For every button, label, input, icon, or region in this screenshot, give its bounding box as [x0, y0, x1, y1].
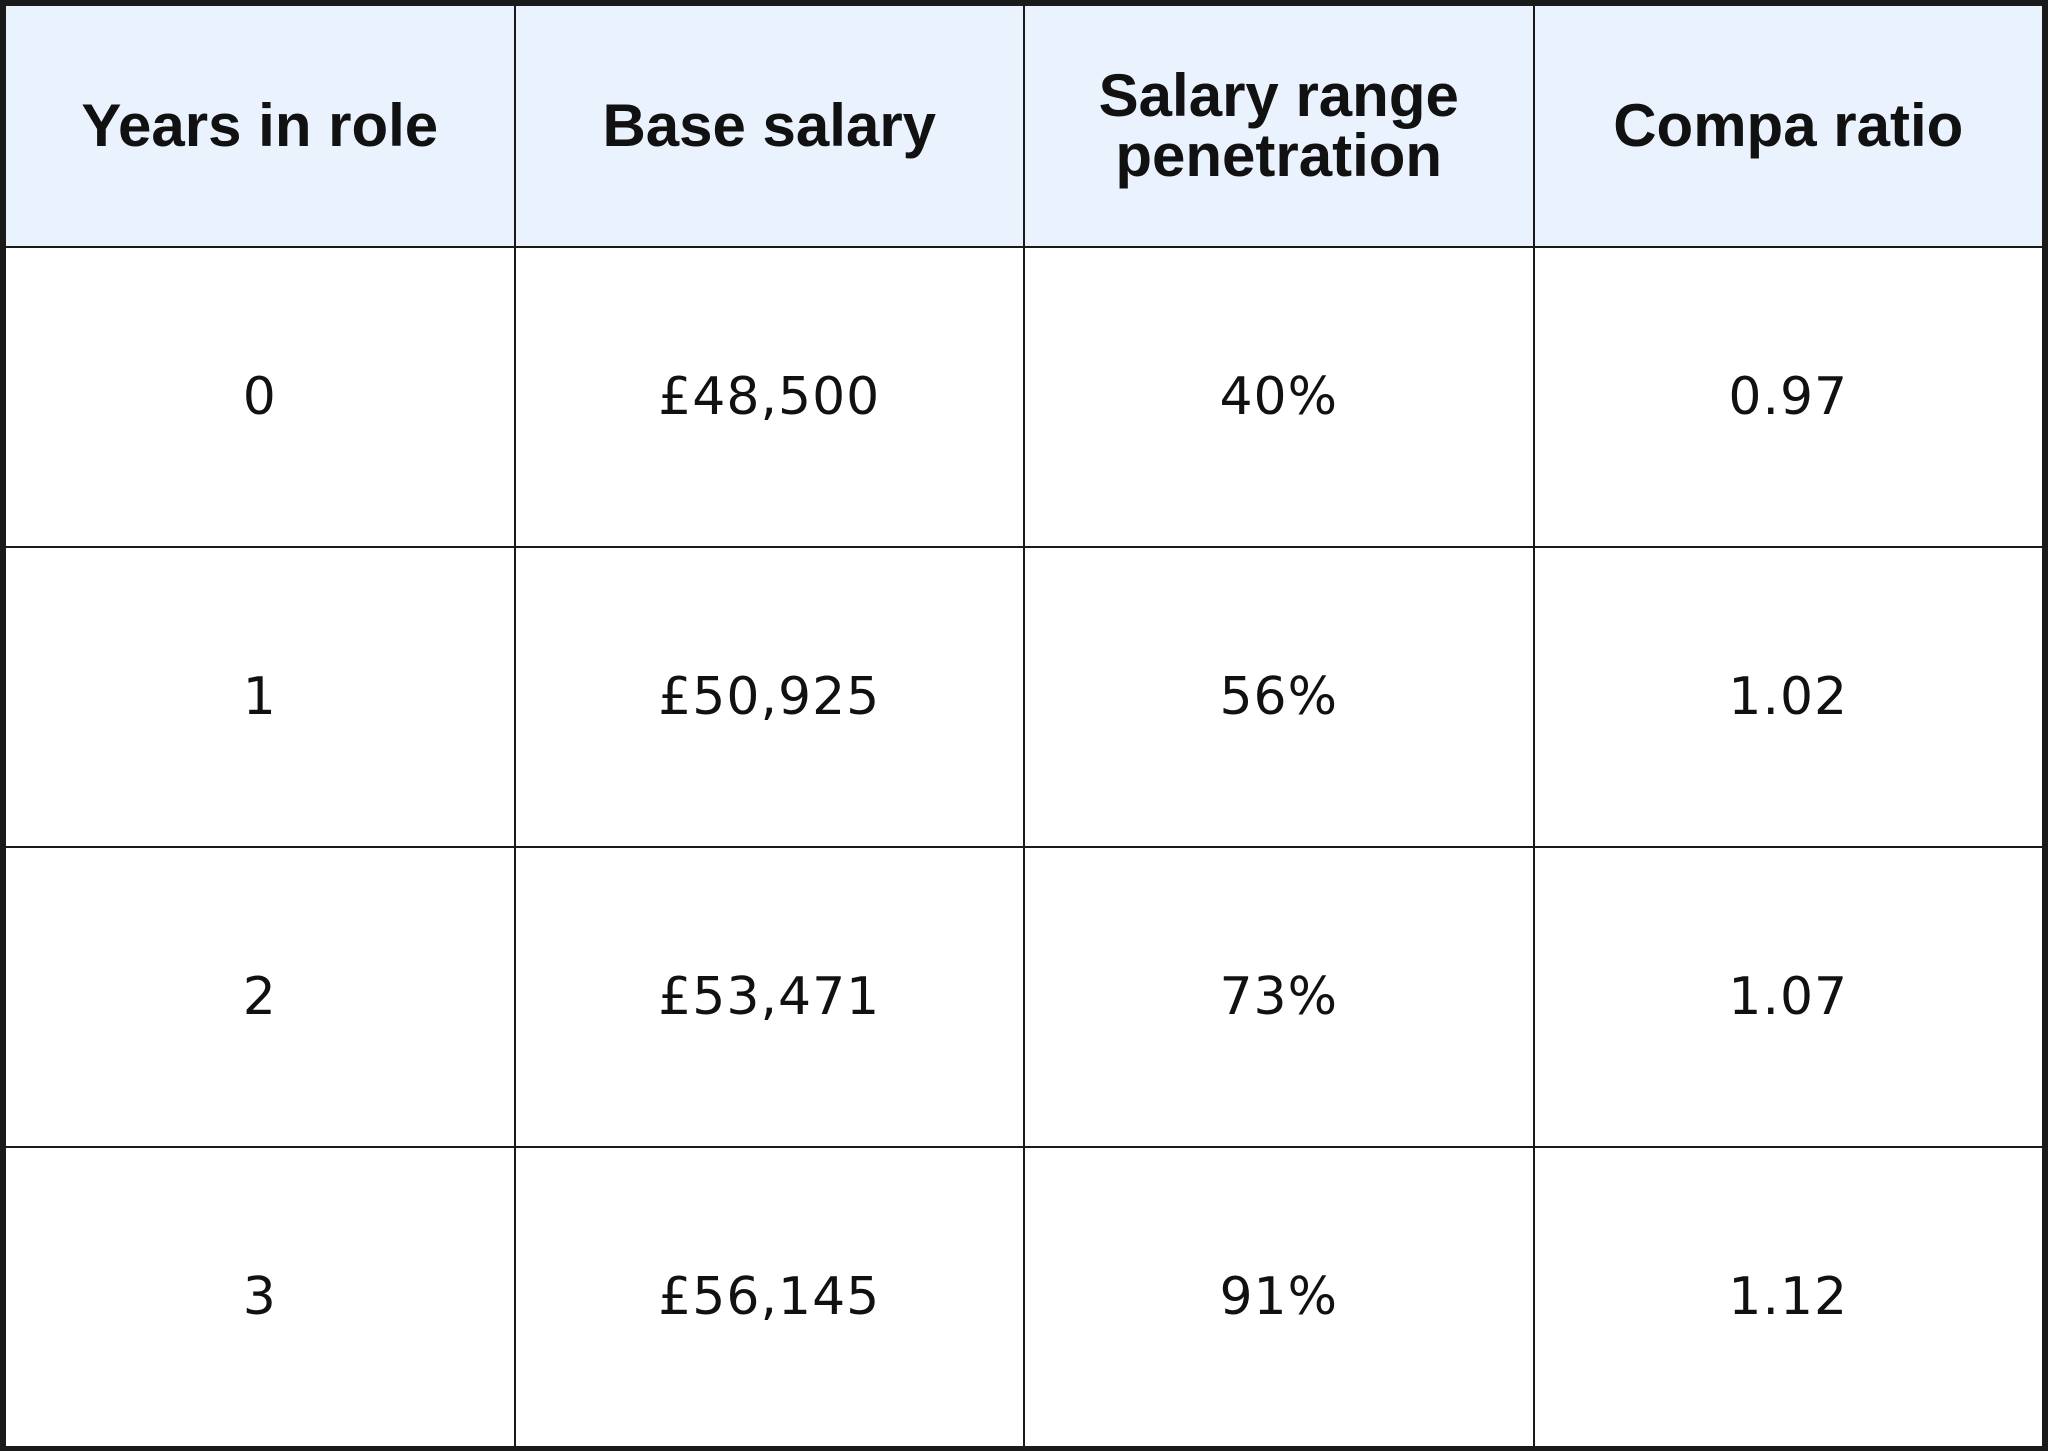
cell-years-in-role: 2 [4, 846, 516, 1148]
cell-salary-range-penetration: 73% [1023, 846, 1535, 1148]
cell-compa-ratio: 0.97 [1532, 246, 2044, 548]
cell-compa-ratio: 1.07 [1532, 846, 2044, 1148]
cell-years-in-role: 3 [4, 1146, 516, 1448]
cell-salary-range-penetration: 56% [1023, 546, 1535, 848]
salary-table: Years in role Base salary Salary range p… [4, 4, 2044, 1448]
cell-years-in-role: 0 [4, 246, 516, 548]
table-row: 3 £56,145 91% 1.12 [4, 1146, 2044, 1448]
cell-compa-ratio: 1.12 [1532, 1146, 2044, 1448]
cell-base-salary: £50,925 [513, 546, 1025, 848]
table-row: 0 £48,500 40% 0.97 [4, 246, 2044, 548]
table-row: 2 £53,471 73% 1.07 [4, 846, 2044, 1148]
cell-salary-range-penetration: 91% [1023, 1146, 1535, 1448]
cell-base-salary: £48,500 [513, 246, 1025, 548]
table-body: 0 £48,500 40% 0.97 1 £50,925 56% 1.02 2 … [4, 246, 2044, 1448]
cell-base-salary: £53,471 [513, 846, 1025, 1148]
header-salary-range-penetration: Salary range penetration [1023, 4, 1535, 248]
table-row: 1 £50,925 56% 1.02 [4, 546, 2044, 848]
cell-years-in-role: 1 [4, 546, 516, 848]
header-row: Years in role Base salary Salary range p… [4, 4, 2044, 248]
cell-base-salary: £56,145 [513, 1146, 1025, 1448]
table-header: Years in role Base salary Salary range p… [4, 4, 2044, 248]
header-base-salary: Base salary [513, 4, 1025, 248]
header-compa-ratio: Compa ratio [1532, 4, 2044, 248]
cell-compa-ratio: 1.02 [1532, 546, 2044, 848]
header-years-in-role: Years in role [4, 4, 516, 248]
cell-salary-range-penetration: 40% [1023, 246, 1535, 548]
